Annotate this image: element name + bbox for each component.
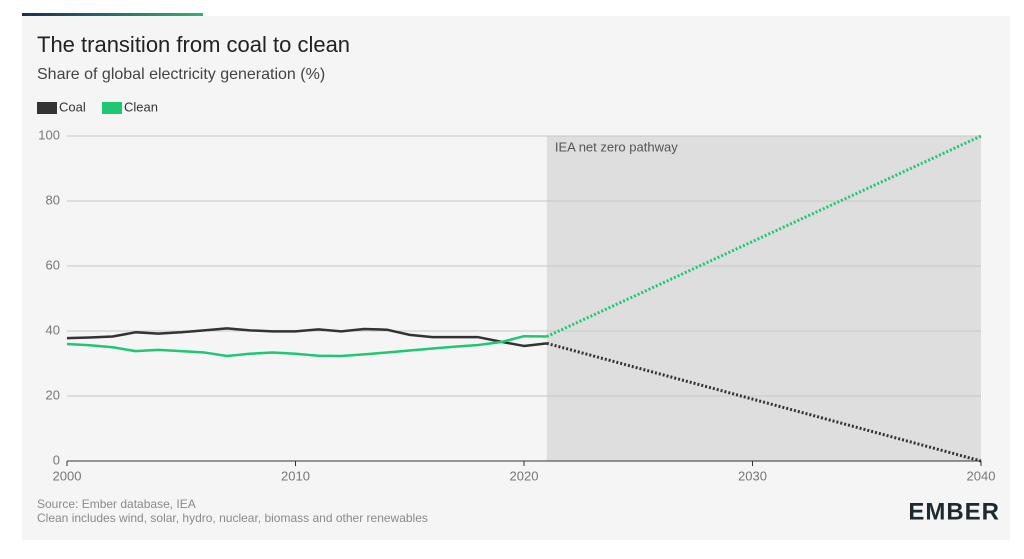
x-tick-label: 2040 xyxy=(967,468,996,483)
y-tick-label: 40 xyxy=(46,322,60,337)
x-tick-label: 2020 xyxy=(510,468,539,483)
source: Source: Ember database, IEA xyxy=(37,497,196,511)
projection-0 xyxy=(546,341,982,463)
x-tick-label: 2030 xyxy=(738,468,767,483)
y-tick-label: 60 xyxy=(46,257,60,272)
line-1 xyxy=(66,334,547,358)
y-tick-label: 80 xyxy=(46,192,60,207)
line-0 xyxy=(66,327,547,348)
note: Clean includes wind, solar, hydro, nucle… xyxy=(37,511,428,525)
legend-label: Coal xyxy=(59,99,86,114)
legend-swatch xyxy=(102,102,122,114)
shaded-region-label: IEA net zero pathway xyxy=(555,139,678,154)
logo: EMBER xyxy=(908,498,1000,525)
x-tick-label: 2010 xyxy=(281,468,310,483)
y-tick-label: 20 xyxy=(46,387,60,402)
top-bar xyxy=(22,13,203,16)
y-tick-label: 100 xyxy=(38,127,60,142)
legend-label: Clean xyxy=(124,99,158,114)
legend-swatch xyxy=(37,102,57,114)
y-tick-label: 0 xyxy=(53,452,60,467)
chart-title: The transition from coal to clean xyxy=(37,32,350,57)
shaded-region xyxy=(546,136,981,461)
chart-subtitle: Share of global electricity generation (… xyxy=(37,66,325,83)
x-tick-label: 2000 xyxy=(53,468,82,483)
